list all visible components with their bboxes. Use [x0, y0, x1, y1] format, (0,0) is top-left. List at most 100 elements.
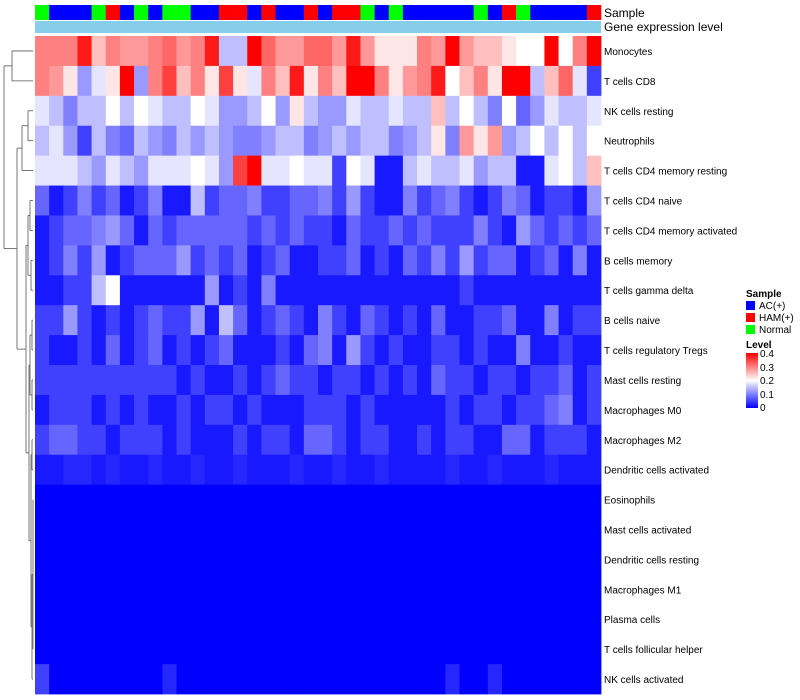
heatmap-cell — [445, 155, 460, 186]
heatmap-cell — [218, 185, 234, 216]
row-label: Plasma cells — [604, 615, 660, 626]
heatmap-cell — [332, 514, 347, 545]
heatmap-cell — [275, 305, 291, 336]
heatmap-cell — [190, 365, 206, 396]
heatmap-cell — [303, 95, 319, 127]
heatmap-cell — [247, 514, 262, 545]
heatmap-cell — [233, 424, 248, 456]
heatmap-cell — [49, 305, 64, 336]
heatmap-cell — [204, 604, 220, 635]
heatmap-cell — [530, 365, 545, 396]
heatmap-cell — [402, 155, 418, 186]
heatmap-cell — [91, 335, 107, 366]
heatmap-cell — [388, 514, 404, 545]
heatmap-cell — [134, 664, 149, 695]
heatmap-cell — [77, 95, 92, 127]
heatmap-cell — [558, 484, 574, 515]
heatmap-cell — [261, 65, 276, 97]
sample-annotation-cell — [459, 5, 474, 20]
heatmap-cell — [176, 424, 192, 456]
heatmap-cell — [572, 155, 588, 186]
legend-label-normal: Normal — [759, 325, 791, 336]
heatmap-cell — [134, 215, 149, 246]
heatmap-cell — [303, 664, 319, 695]
heatmap-cell — [445, 95, 460, 127]
heatmap-cell — [572, 454, 588, 486]
heatmap-cell — [134, 394, 149, 426]
heatmap-cell — [176, 95, 192, 127]
heatmap-cell — [586, 514, 602, 545]
heatmap-cell — [105, 454, 121, 486]
heatmap-cell — [459, 544, 475, 575]
heatmap-cell — [275, 544, 291, 575]
heatmap-cell — [35, 604, 50, 635]
heatmap-cell — [190, 394, 206, 426]
heatmap-cell — [431, 36, 446, 67]
row-label: T cells CD4 memory activated — [604, 226, 737, 237]
heatmap-cell — [176, 484, 192, 515]
heatmap-cell — [487, 514, 503, 545]
heatmap-cell — [218, 424, 234, 456]
heatmap-cell — [176, 155, 192, 186]
heatmap-cell — [586, 65, 602, 97]
heatmap-cell — [289, 215, 305, 246]
heatmap-cell — [459, 185, 475, 216]
heatmap-cell — [318, 65, 333, 97]
heatmap-cell — [586, 424, 602, 456]
sample-annotation-cell — [77, 5, 92, 20]
heatmap-cell — [91, 365, 107, 396]
heatmap-cell — [275, 185, 291, 216]
heatmap-cell — [459, 634, 475, 665]
heatmap-cell — [346, 574, 361, 605]
heatmap-cell — [417, 514, 432, 545]
heatmap-cell — [162, 544, 177, 575]
heatmap-cell — [119, 275, 135, 306]
heatmap-cell — [586, 125, 602, 157]
heatmap-cell — [261, 365, 276, 396]
heatmap-cell — [218, 36, 234, 67]
heatmap-cell — [487, 245, 503, 276]
heatmap-cell — [162, 215, 177, 246]
heatmap-cell — [487, 664, 503, 695]
heatmap-cell — [176, 335, 192, 366]
heatmap-cell — [148, 664, 163, 695]
heatmap-cell — [105, 125, 121, 157]
heatmap-cell — [459, 484, 475, 515]
heatmap-cell — [77, 664, 92, 695]
heatmap-cell — [63, 155, 78, 186]
sample-annotation-cell — [247, 5, 262, 20]
heatmap-cell — [63, 664, 78, 695]
heatmap-cell — [247, 65, 262, 97]
heatmap-cell — [176, 275, 192, 306]
sample-annotation-cell — [558, 5, 573, 20]
heatmap-cell — [459, 394, 475, 426]
heatmap-cell — [473, 65, 489, 97]
heatmap-cell — [204, 155, 220, 186]
heatmap-cell — [261, 245, 276, 276]
heatmap-cell — [318, 544, 333, 575]
heatmap-cell — [374, 365, 390, 396]
heatmap-cell — [91, 155, 107, 186]
heatmap-cell — [303, 65, 319, 97]
heatmap-cell — [473, 544, 489, 575]
heatmap-cell — [35, 65, 50, 97]
heatmap-cell — [119, 514, 135, 545]
heatmap-cell — [572, 664, 588, 695]
heatmap-cell — [162, 125, 177, 157]
heatmap-cell — [49, 574, 64, 605]
heatmap-cell — [162, 36, 177, 67]
heatmap-cell — [445, 454, 460, 486]
heatmap-cell — [247, 125, 262, 157]
heatmap-cell — [91, 454, 107, 486]
level-tick-3: 0.3 — [760, 363, 774, 374]
heatmap-cell — [105, 65, 121, 97]
heatmap-cell — [119, 155, 135, 186]
heatmap-cell — [247, 215, 262, 246]
sample-annotation-cell — [473, 5, 489, 20]
heatmap-cell — [35, 155, 50, 186]
sample-annotation-cell — [204, 5, 220, 20]
heatmap-cell — [318, 484, 333, 515]
heatmap-cell — [417, 604, 432, 635]
level-tick-0: 0 — [760, 403, 766, 414]
row-label: Mast cells activated — [604, 526, 691, 537]
